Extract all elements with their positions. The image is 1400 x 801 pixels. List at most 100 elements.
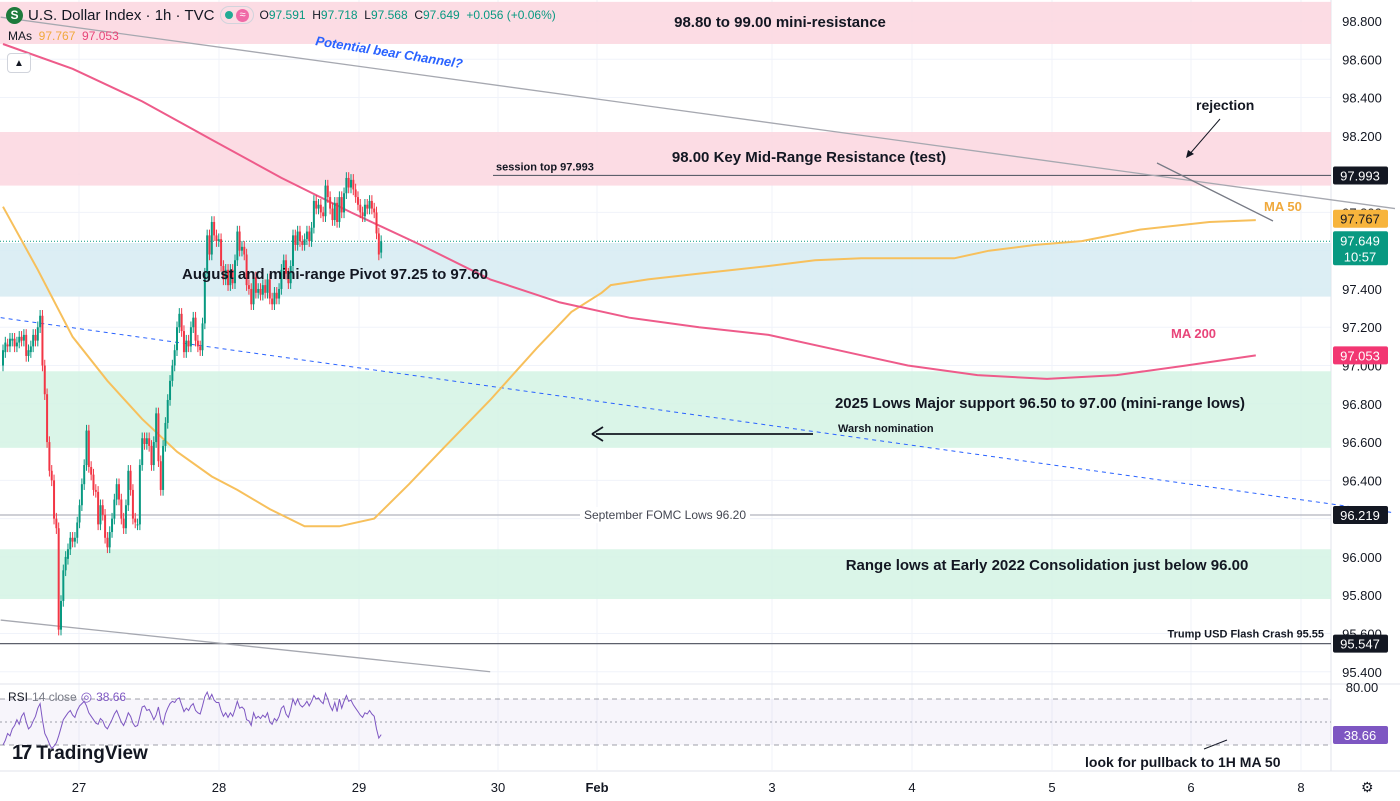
time-tick-label: 6: [1187, 780, 1194, 795]
candle-body: [352, 179, 355, 190]
candle-body: [368, 200, 371, 209]
candle-body: [182, 331, 185, 353]
candle-body: [201, 323, 204, 351]
candle-body: [11, 338, 14, 341]
zone-label: August and mini-range Pivot 97.25 to 97.…: [182, 266, 488, 283]
candle-body: [254, 277, 257, 293]
price-tag: [1333, 634, 1388, 653]
tradingview-wordmark: TradingView: [36, 742, 148, 764]
candle-body: [278, 288, 281, 299]
candle-body: [215, 235, 218, 242]
candle-body: [280, 269, 283, 289]
candle-body: [6, 344, 9, 347]
candle-body: [243, 246, 246, 255]
candle-body: [340, 197, 343, 213]
time-tick-label: 5: [1048, 780, 1055, 795]
price-tag: [1333, 166, 1388, 185]
candle-body: [60, 600, 62, 630]
candle-body: [185, 340, 188, 353]
zone-label: 98.80 to 99.00 mini-resistance: [674, 14, 886, 31]
candle-body: [234, 260, 236, 284]
candle-body: [90, 466, 93, 475]
candle-body: [136, 524, 139, 526]
annotation-text: look for pullback to 1H MA 50: [1085, 754, 1281, 770]
symbol-title[interactable]: U.S. Dollar Index · 1h · TVC: [28, 6, 215, 24]
annotation-arrow: [1187, 118, 1221, 157]
candle-body: [162, 445, 165, 490]
candle-body: [331, 208, 334, 221]
level-label-bg: [580, 507, 750, 524]
price-tag-label: 97.767: [1340, 212, 1380, 227]
candle-body: [315, 200, 318, 209]
arrow-head-icon: [591, 426, 604, 442]
candle-body: [312, 200, 315, 228]
candle-body: [345, 177, 348, 194]
candle-body: [55, 518, 58, 529]
symbol-logo-icon: S: [6, 6, 23, 24]
candle-body: [375, 212, 378, 234]
candle-body: [131, 489, 134, 519]
candle-body: [268, 279, 271, 299]
zone-support: [0, 549, 1331, 600]
candle-body: [113, 499, 116, 519]
candle-body: [229, 269, 232, 286]
candle-body: [361, 212, 364, 217]
candle-body: [354, 189, 357, 198]
candle-body: [217, 239, 220, 242]
candle-body: [134, 518, 137, 523]
price-axis[interactable]: 98.80098.60098.40098.20097.80097.40097.2…: [1333, 14, 1388, 745]
candle-body: [252, 277, 255, 305]
mas-legend[interactable]: MAs 97.767 97.053: [8, 29, 119, 43]
candle-body: [298, 231, 301, 242]
candle-body: [287, 273, 290, 284]
price-tick-label: 96.400: [1342, 473, 1382, 488]
price-tag-label: 96.219: [1340, 508, 1380, 523]
time-tick-label: 8: [1297, 780, 1304, 795]
candle-body: [322, 212, 325, 217]
candle-body: [124, 505, 127, 529]
candle-body: [150, 445, 153, 466]
candle-body: [363, 204, 366, 217]
trendlines-layer: [0, 16, 1396, 673]
candle-body: [282, 260, 285, 270]
candle-body: [178, 313, 181, 328]
rsi-tag: [1333, 726, 1388, 745]
candle-body: [4, 342, 7, 353]
collapse-legend-button[interactable]: ▲: [7, 53, 31, 73]
arrow-head-icon: [1186, 150, 1194, 158]
rsi-params: 14 close: [32, 690, 77, 704]
candle-body: [20, 336, 23, 341]
time-tick-label: 29: [352, 780, 366, 795]
candle-body: [120, 499, 123, 519]
candle-body: [143, 438, 146, 444]
price-tick-label: 95.800: [1342, 588, 1382, 603]
chart-header: S U.S. Dollar Index · 1h · TVC ≈ O97.591…: [6, 4, 556, 26]
rsi-settings-icon[interactable]: ◎: [80, 689, 93, 704]
rsi-line: [2, 690, 382, 750]
candle-body: [41, 315, 44, 366]
candle-body: [106, 537, 109, 548]
candle-body: [87, 430, 90, 467]
time-axis[interactable]: 27 28 29 30 Feb 3 4 5 6 8: [72, 780, 1305, 795]
candle-body: [80, 484, 83, 506]
annotation-text: rejection: [1196, 97, 1254, 113]
candle-body: [180, 313, 183, 332]
candle-body: [275, 292, 278, 299]
candle-body: [27, 350, 30, 356]
ma-label: MA 50: [1264, 199, 1302, 214]
time-tick-label: Feb: [585, 780, 608, 795]
last-price-label: 97.649: [1340, 233, 1380, 248]
price-tick-label: 97.200: [1342, 320, 1382, 335]
candle-body: [356, 197, 359, 205]
candle-body: [99, 505, 102, 525]
rsi-legend[interactable]: RSI 14 close ◎ 38.66: [8, 689, 126, 705]
candle-body: [196, 340, 199, 347]
candle-body: [50, 470, 53, 481]
settings-gear-icon[interactable]: ⚙: [1361, 779, 1374, 795]
market-open-dot-icon: [225, 11, 234, 19]
candle-body: [289, 265, 292, 284]
zones-layer: [0, 1, 1331, 600]
market-status-pill[interactable]: ≈: [220, 6, 254, 24]
candle-body: [22, 334, 25, 341]
